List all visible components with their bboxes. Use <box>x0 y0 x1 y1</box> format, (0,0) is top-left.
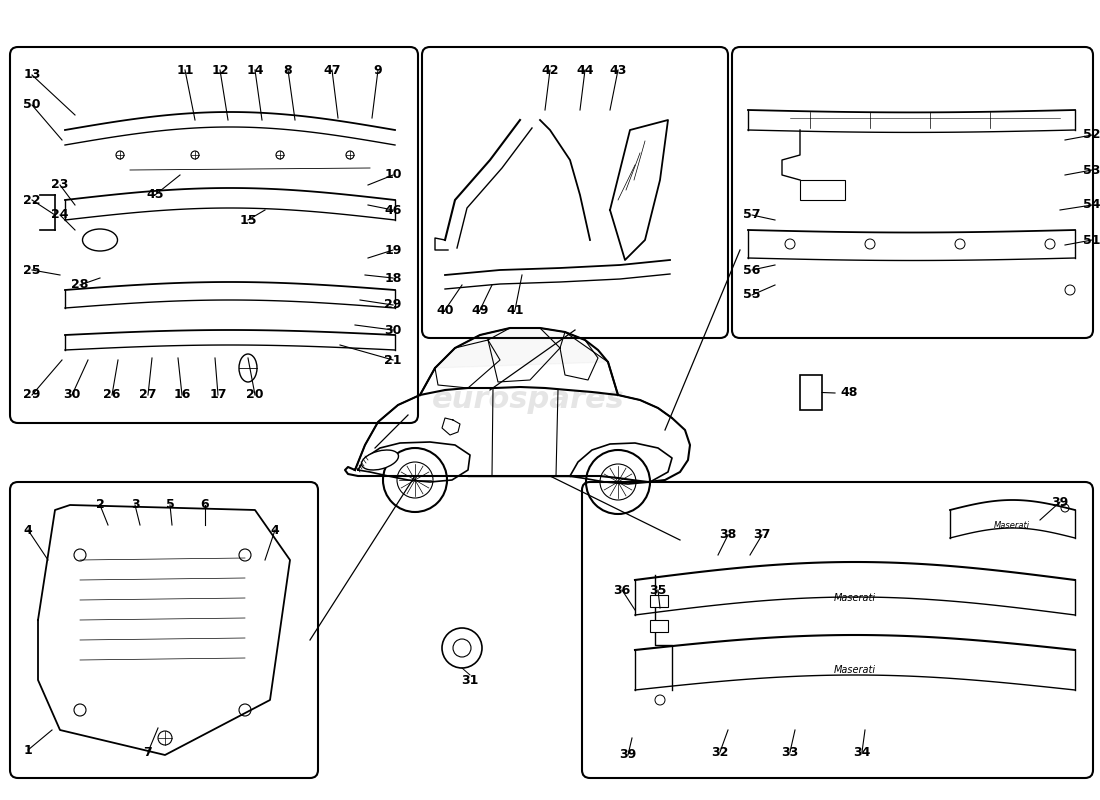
Text: 39: 39 <box>619 749 637 762</box>
Text: 8: 8 <box>284 63 293 77</box>
Text: 15: 15 <box>240 214 256 226</box>
Text: 7: 7 <box>144 746 153 758</box>
Text: 50: 50 <box>23 98 41 111</box>
Text: 22: 22 <box>23 194 41 206</box>
Text: 19: 19 <box>384 243 402 257</box>
Ellipse shape <box>362 450 398 470</box>
Text: 14: 14 <box>246 63 264 77</box>
Text: 43: 43 <box>609 63 627 77</box>
Ellipse shape <box>239 354 257 382</box>
Bar <box>650 595 668 607</box>
Bar <box>650 620 668 632</box>
Text: 29: 29 <box>23 389 41 402</box>
Text: 52: 52 <box>1084 129 1100 142</box>
Text: 6: 6 <box>200 498 209 511</box>
Text: 45: 45 <box>146 189 164 202</box>
Text: 49: 49 <box>471 303 488 317</box>
Text: 23: 23 <box>52 178 68 191</box>
Text: 26: 26 <box>103 389 121 402</box>
Text: 53: 53 <box>1084 163 1100 177</box>
Text: 38: 38 <box>719 529 737 542</box>
Text: 36: 36 <box>614 583 630 597</box>
Text: 10: 10 <box>384 169 402 182</box>
Text: 30: 30 <box>64 389 80 402</box>
Text: 21: 21 <box>384 354 402 366</box>
Text: 47: 47 <box>323 63 341 77</box>
Text: Maserati: Maserati <box>994 521 1030 530</box>
Text: 2: 2 <box>96 498 104 511</box>
Text: 35: 35 <box>649 583 667 597</box>
Text: 1: 1 <box>23 743 32 757</box>
Text: 11: 11 <box>176 63 194 77</box>
Text: 33: 33 <box>781 746 799 758</box>
Text: eurospares: eurospares <box>57 530 251 558</box>
FancyBboxPatch shape <box>10 47 418 423</box>
Bar <box>800 180 845 200</box>
Text: 37: 37 <box>754 529 771 542</box>
Text: 30: 30 <box>384 323 402 337</box>
Text: 57: 57 <box>744 209 761 222</box>
Text: 41: 41 <box>506 303 524 317</box>
Text: 4: 4 <box>271 523 279 537</box>
Text: 29: 29 <box>384 298 402 311</box>
Text: 46: 46 <box>384 203 402 217</box>
FancyBboxPatch shape <box>582 482 1093 778</box>
Ellipse shape <box>82 229 118 251</box>
Text: 31: 31 <box>461 674 478 686</box>
Text: 40: 40 <box>437 303 453 317</box>
Text: 17: 17 <box>209 389 227 402</box>
Text: 44: 44 <box>576 63 594 77</box>
Text: 12: 12 <box>211 63 229 77</box>
Text: eurospares: eurospares <box>816 530 1010 558</box>
Text: 4: 4 <box>23 523 32 537</box>
Text: 32: 32 <box>712 746 728 758</box>
Text: 51: 51 <box>1084 234 1100 246</box>
FancyBboxPatch shape <box>422 47 728 338</box>
Text: 39: 39 <box>1052 495 1068 509</box>
Text: eurospares: eurospares <box>761 210 955 238</box>
Text: 48: 48 <box>840 386 857 399</box>
Text: 13: 13 <box>23 69 41 82</box>
Text: 27: 27 <box>140 389 156 402</box>
Text: 42: 42 <box>541 63 559 77</box>
Text: 28: 28 <box>72 278 89 291</box>
Text: Maserati: Maserati <box>834 593 876 603</box>
Text: 34: 34 <box>854 746 871 758</box>
Bar <box>800 375 822 410</box>
Text: Maserati: Maserati <box>834 665 876 675</box>
Text: 5: 5 <box>166 498 175 511</box>
Text: 55: 55 <box>744 289 761 302</box>
Text: 56: 56 <box>744 263 761 277</box>
Text: 18: 18 <box>384 271 402 285</box>
Text: eurospares: eurospares <box>431 386 625 414</box>
Text: 3: 3 <box>131 498 140 511</box>
Text: 24: 24 <box>52 209 68 222</box>
Text: 16: 16 <box>174 389 190 402</box>
Text: 9: 9 <box>374 63 383 77</box>
FancyBboxPatch shape <box>732 47 1093 338</box>
Text: 54: 54 <box>1084 198 1100 211</box>
FancyBboxPatch shape <box>10 482 318 778</box>
Text: 20: 20 <box>246 389 264 402</box>
Polygon shape <box>434 328 608 368</box>
Text: eurospares: eurospares <box>123 210 317 238</box>
Text: 25: 25 <box>23 263 41 277</box>
